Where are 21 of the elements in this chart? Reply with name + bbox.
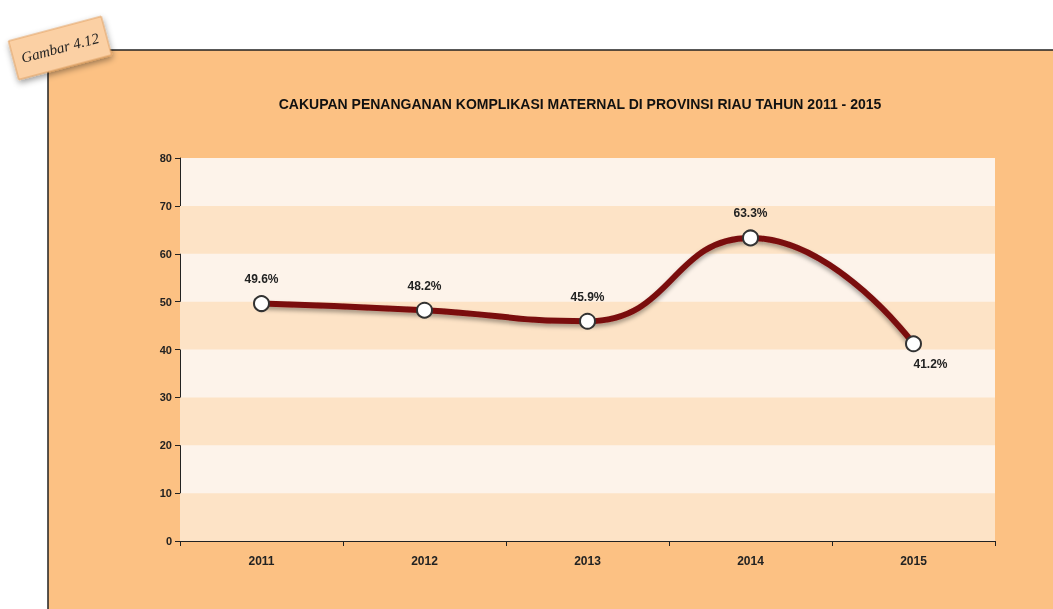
y-tick-label: 60 bbox=[159, 247, 172, 260]
data-label: 48.2% bbox=[407, 278, 442, 293]
x-tick-label: 2011 bbox=[248, 554, 275, 568]
y-tick-label: 0 bbox=[165, 535, 172, 547]
y-tick-label: 50 bbox=[159, 295, 172, 308]
data-label: 45.9% bbox=[570, 289, 605, 304]
y-tick-label: 80 bbox=[159, 152, 172, 164]
y-tick-label: 20 bbox=[159, 439, 172, 452]
text: Gambar 4.12 bbox=[19, 29, 102, 67]
y-tick-label: 30 bbox=[159, 391, 172, 404]
data-label: 63.3% bbox=[733, 206, 768, 221]
y-tick-label: 10 bbox=[159, 487, 172, 500]
x-tick-label: 2013 bbox=[574, 554, 602, 568]
data-label: 49.6% bbox=[244, 272, 279, 287]
y-tick-label: 70 bbox=[159, 199, 172, 212]
y-tick-label: 40 bbox=[159, 343, 172, 356]
data-label: 41.2% bbox=[913, 357, 948, 372]
x-tick-label: 2014 bbox=[737, 554, 765, 568]
x-tick-label: 2012 bbox=[411, 554, 439, 568]
x-tick-label: 2015 bbox=[900, 554, 928, 568]
chart-title: CAKUPAN PENANGANAN KOMPLIKASI MATERNAL DI PROVINSI RIAU TAHUN 2011 - 2015 bbox=[278, 96, 882, 112]
